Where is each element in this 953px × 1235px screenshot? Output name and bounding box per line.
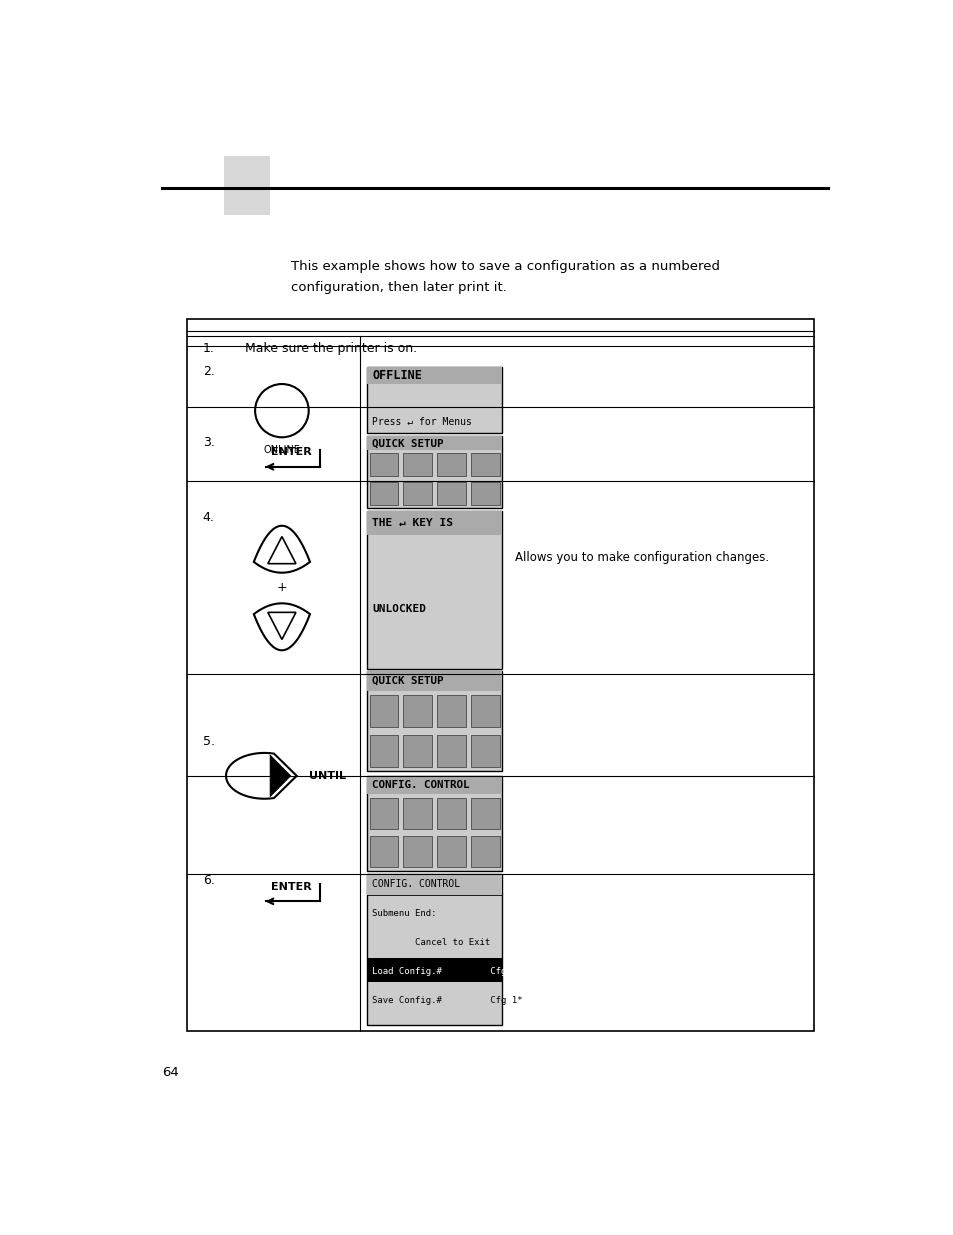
FancyBboxPatch shape bbox=[436, 836, 465, 867]
Text: Submenu End:: Submenu End: bbox=[372, 909, 436, 918]
FancyBboxPatch shape bbox=[367, 367, 501, 384]
Text: 3.: 3. bbox=[203, 436, 214, 450]
Text: CONFIG. CONTROL: CONFIG. CONTROL bbox=[372, 781, 470, 790]
FancyBboxPatch shape bbox=[367, 436, 501, 508]
FancyBboxPatch shape bbox=[367, 510, 501, 535]
FancyBboxPatch shape bbox=[367, 776, 501, 871]
Text: This example shows how to save a configuration as a numbered: This example shows how to save a configu… bbox=[291, 261, 719, 273]
Text: 1.: 1. bbox=[203, 342, 214, 356]
Text: Make sure the printer is on.: Make sure the printer is on. bbox=[245, 342, 416, 356]
Text: Save Config.#         Cfg 1*: Save Config.# Cfg 1* bbox=[372, 995, 522, 1005]
FancyBboxPatch shape bbox=[367, 776, 501, 794]
FancyBboxPatch shape bbox=[403, 735, 432, 767]
FancyBboxPatch shape bbox=[471, 735, 499, 767]
FancyBboxPatch shape bbox=[471, 798, 499, 829]
FancyBboxPatch shape bbox=[471, 695, 499, 727]
FancyBboxPatch shape bbox=[367, 672, 501, 690]
Text: 5.: 5. bbox=[203, 735, 214, 748]
Text: Press ↵ for Menus: Press ↵ for Menus bbox=[372, 416, 472, 426]
Polygon shape bbox=[270, 755, 291, 797]
Text: UNTIL: UNTIL bbox=[309, 771, 346, 781]
FancyBboxPatch shape bbox=[367, 672, 501, 771]
FancyBboxPatch shape bbox=[436, 798, 465, 829]
FancyBboxPatch shape bbox=[403, 695, 432, 727]
FancyBboxPatch shape bbox=[369, 482, 397, 505]
FancyBboxPatch shape bbox=[187, 320, 813, 1031]
FancyBboxPatch shape bbox=[436, 695, 465, 727]
Text: QUICK SETUP: QUICK SETUP bbox=[372, 438, 443, 448]
FancyBboxPatch shape bbox=[367, 436, 501, 451]
Text: OFFLINE: OFFLINE bbox=[372, 369, 422, 382]
Text: 64: 64 bbox=[162, 1066, 179, 1079]
Text: +: + bbox=[276, 580, 287, 594]
FancyBboxPatch shape bbox=[436, 482, 465, 505]
Text: configuration, then later print it.: configuration, then later print it. bbox=[291, 282, 506, 294]
FancyBboxPatch shape bbox=[403, 836, 432, 867]
Text: 4.: 4. bbox=[203, 510, 214, 524]
Text: UNLOCKED: UNLOCKED bbox=[372, 604, 426, 614]
FancyBboxPatch shape bbox=[369, 695, 397, 727]
FancyBboxPatch shape bbox=[403, 482, 432, 505]
Text: 6.: 6. bbox=[203, 874, 214, 887]
Text: 2.: 2. bbox=[203, 366, 214, 378]
Text: ENTER: ENTER bbox=[271, 447, 312, 457]
Text: CONFIG. CONTROL: CONFIG. CONTROL bbox=[372, 879, 460, 889]
FancyBboxPatch shape bbox=[436, 735, 465, 767]
FancyBboxPatch shape bbox=[367, 367, 501, 433]
FancyBboxPatch shape bbox=[367, 958, 501, 982]
FancyBboxPatch shape bbox=[367, 874, 501, 1025]
FancyBboxPatch shape bbox=[471, 453, 499, 475]
FancyBboxPatch shape bbox=[369, 453, 397, 475]
FancyBboxPatch shape bbox=[224, 156, 270, 215]
Text: THE ↵ KEY IS: THE ↵ KEY IS bbox=[372, 517, 453, 527]
Text: Cancel to Exit: Cancel to Exit bbox=[372, 937, 490, 947]
FancyBboxPatch shape bbox=[436, 453, 465, 475]
FancyBboxPatch shape bbox=[403, 453, 432, 475]
FancyBboxPatch shape bbox=[471, 836, 499, 867]
FancyBboxPatch shape bbox=[367, 874, 501, 894]
FancyBboxPatch shape bbox=[369, 836, 397, 867]
Text: Allows you to make configuration changes.: Allows you to make configuration changes… bbox=[515, 551, 768, 563]
Text: ENTER: ENTER bbox=[271, 882, 312, 893]
FancyBboxPatch shape bbox=[369, 798, 397, 829]
Text: QUICK SETUP: QUICK SETUP bbox=[372, 676, 443, 685]
FancyBboxPatch shape bbox=[369, 735, 397, 767]
FancyBboxPatch shape bbox=[403, 798, 432, 829]
FancyBboxPatch shape bbox=[367, 510, 501, 669]
Text: Load Config.#         Cfg 1*: Load Config.# Cfg 1* bbox=[372, 967, 522, 976]
FancyBboxPatch shape bbox=[471, 482, 499, 505]
Text: ONLINE: ONLINE bbox=[263, 445, 300, 454]
